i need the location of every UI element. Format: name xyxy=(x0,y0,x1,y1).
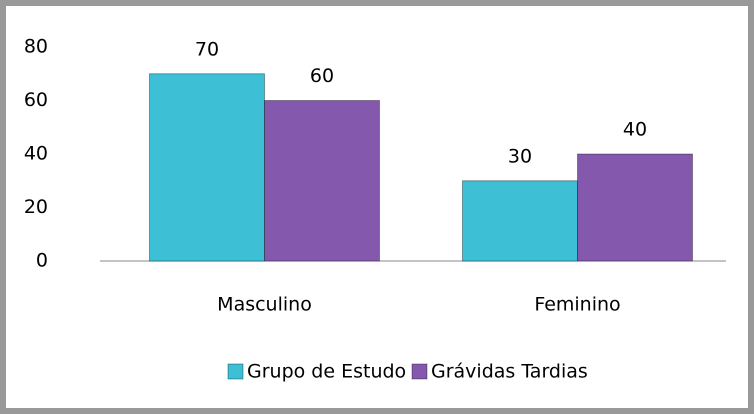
bar xyxy=(149,73,265,262)
legend-swatch xyxy=(227,363,244,380)
bar xyxy=(264,100,380,262)
x-tick-label: Masculino xyxy=(217,294,312,316)
x-tick-label: Feminino xyxy=(534,294,620,316)
data-label: 70 xyxy=(195,38,219,60)
y-tick-label: 60 xyxy=(24,89,48,111)
legend-swatch xyxy=(411,363,428,380)
legend-label: Grávidas Tardias xyxy=(431,361,588,383)
y-tick-label: 0 xyxy=(36,250,48,272)
legend-label: Grupo de Estudo xyxy=(247,361,406,383)
y-tick-label: 20 xyxy=(24,196,48,218)
data-label: 60 xyxy=(310,65,334,87)
y-tick-label: 80 xyxy=(24,36,48,58)
y-tick-label: 40 xyxy=(24,143,48,165)
bar xyxy=(577,153,693,262)
data-label: 40 xyxy=(623,119,647,141)
bar xyxy=(462,180,578,262)
data-label: 30 xyxy=(508,145,532,167)
